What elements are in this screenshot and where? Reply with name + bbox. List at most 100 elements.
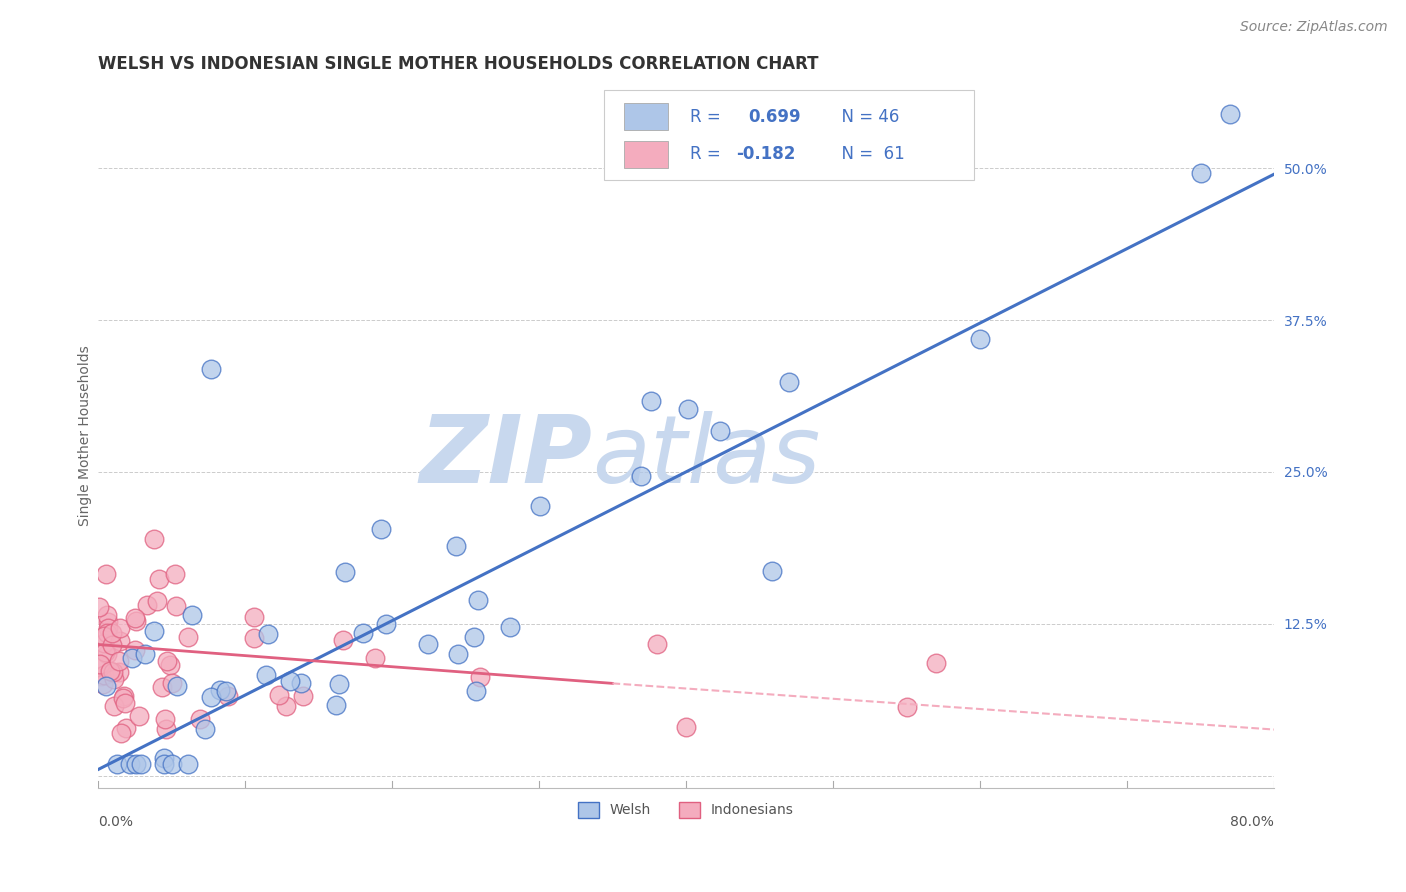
Text: 80.0%: 80.0% (1230, 814, 1274, 829)
Point (465, 684, 488, 698)
Point (267, 688, 290, 702)
Point (153, 751, 176, 765)
Point (150, 681, 173, 695)
Point (446, 648, 468, 662)
Point (925, 656, 948, 670)
Text: N =  61: N = 61 (831, 145, 904, 163)
Point (145, 593, 167, 607)
Point (215, 684, 238, 698)
Point (94, 645, 117, 659)
Point (328, 677, 350, 691)
Point (142, 624, 165, 638)
Point (101, 626, 124, 640)
Point (499, 620, 522, 634)
Point (96, 647, 118, 661)
FancyBboxPatch shape (624, 141, 668, 168)
Point (98, 664, 121, 678)
Point (89, 657, 111, 671)
Point (160, 756, 183, 771)
Point (217, 690, 239, 704)
Point (90, 669, 112, 683)
Point (630, 468, 652, 483)
Point (153, 712, 176, 726)
Point (121, 651, 143, 665)
Point (363, 651, 385, 665)
Point (1189, 166, 1212, 180)
Legend: Welsh, Indonesians: Welsh, Indonesians (572, 796, 800, 823)
Text: Source: ZipAtlas.com: Source: ZipAtlas.com (1240, 20, 1388, 34)
Point (276, 699, 298, 714)
Point (135, 598, 157, 612)
Point (160, 675, 183, 690)
Point (291, 690, 314, 704)
Point (676, 401, 699, 416)
Point (208, 683, 231, 698)
Point (200, 361, 222, 376)
Point (243, 609, 266, 624)
Point (468, 670, 491, 684)
Point (97, 615, 120, 629)
Point (112, 689, 135, 703)
Point (93, 636, 115, 650)
Point (124, 643, 146, 657)
Point (467, 592, 489, 607)
Point (105, 756, 128, 771)
Text: WELSH VS INDONESIAN SINGLE MOTHER HOUSEHOLDS CORRELATION CHART: WELSH VS INDONESIAN SINGLE MOTHER HOUSEH… (98, 55, 818, 73)
Text: ZIP: ZIP (419, 410, 592, 502)
Point (645, 638, 668, 652)
Point (93, 667, 115, 681)
Point (254, 667, 277, 681)
Text: 0.699: 0.699 (748, 108, 801, 126)
Point (529, 500, 551, 514)
Text: N = 46: N = 46 (831, 108, 898, 126)
Point (114, 696, 136, 710)
Point (155, 722, 177, 736)
Point (709, 424, 731, 438)
Point (91, 677, 114, 691)
Point (96, 679, 118, 693)
Point (96, 608, 118, 623)
Point (177, 756, 200, 771)
Point (159, 657, 181, 672)
Point (177, 630, 200, 644)
Point (153, 756, 176, 771)
Point (125, 614, 148, 628)
Point (89, 657, 111, 672)
Point (778, 375, 800, 389)
Point (125, 756, 148, 771)
Text: -0.182: -0.182 (737, 145, 796, 163)
Point (134, 647, 156, 661)
Point (156, 654, 179, 668)
Point (103, 699, 125, 714)
Y-axis label: Single Mother Households: Single Mother Households (79, 345, 93, 525)
Point (188, 712, 211, 726)
Point (332, 632, 354, 647)
Point (1219, 107, 1241, 121)
Point (101, 638, 124, 652)
Point (180, 608, 202, 623)
Point (148, 572, 170, 586)
Text: 0.0%: 0.0% (98, 814, 132, 829)
Point (325, 698, 347, 713)
Point (333, 565, 356, 579)
Point (118, 756, 141, 771)
FancyBboxPatch shape (624, 103, 668, 130)
Text: atlas: atlas (592, 411, 820, 502)
Point (640, 393, 662, 408)
Point (142, 532, 165, 546)
Point (163, 567, 186, 582)
Point (101, 665, 124, 679)
Point (89, 600, 111, 615)
Point (103, 673, 125, 687)
Point (96, 626, 118, 640)
Point (97, 621, 120, 635)
Point (115, 721, 138, 735)
Point (375, 616, 398, 631)
Point (200, 690, 222, 705)
Point (131, 756, 153, 771)
Text: R =: R = (689, 108, 725, 126)
Point (352, 625, 374, 640)
Point (290, 675, 312, 690)
Point (112, 690, 135, 705)
Point (278, 673, 301, 688)
